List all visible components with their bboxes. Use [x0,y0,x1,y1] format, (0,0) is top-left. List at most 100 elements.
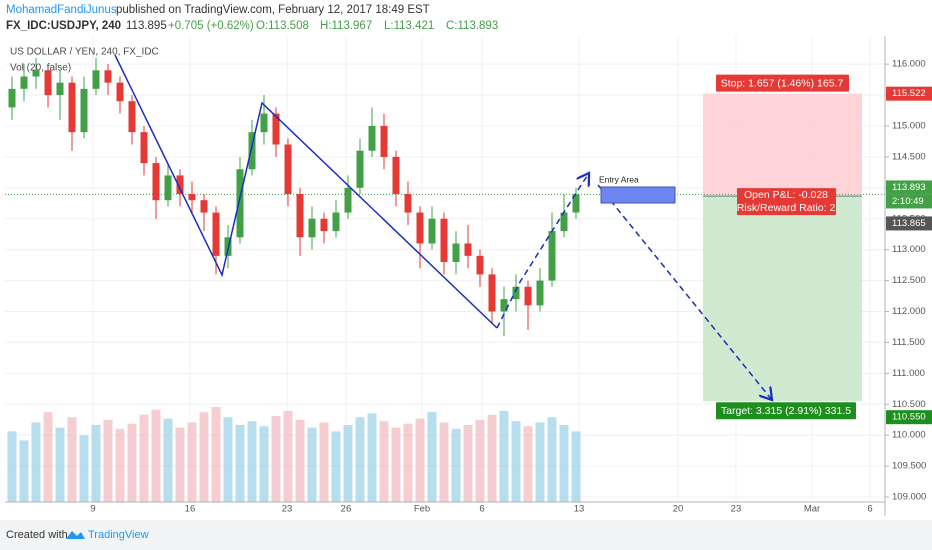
volume-bar [535,422,545,502]
entry-price-tag: 113.865 [892,218,926,229]
candle-body [80,88,88,133]
price-axis [885,36,932,516]
x-tick-label: 20 [673,504,684,515]
candle-body [152,163,160,201]
volume-bar [19,440,29,502]
volume-bar [271,415,281,502]
y-tick-label: 109.500 [892,461,926,472]
volume-bar [259,426,269,502]
candle-body [428,218,436,244]
volume-bar [139,414,149,502]
candle-body [404,194,412,213]
candle-body [572,194,580,213]
x-tick-label: 6 [867,504,872,515]
volume-bar [55,427,65,502]
candle-body [440,218,448,263]
volume-bar [511,421,521,502]
candle-body [212,212,220,256]
candle-body [188,194,196,201]
volume-bar [67,417,77,502]
last-price-tag: 113.893 [892,182,926,193]
volume-bar [475,419,485,502]
volume-bar [439,422,449,502]
x-tick-label: 9 [90,504,95,515]
low: L:113.421 [384,20,434,32]
candle-body [248,132,256,170]
volume-bar [343,424,353,502]
y-tick-label: 113.000 [892,244,926,255]
x-tick-label: 13 [574,504,585,515]
volume-bar [331,431,341,502]
legend-volume: Vol (20, false) [10,63,71,74]
position-tool [5,93,885,402]
candle-body [140,132,148,164]
y-tick-label: 111.000 [892,368,925,379]
entry-area-label: Entry Area [599,174,639,184]
volume-bar [559,424,569,502]
x-tick-label: 23 [282,504,293,515]
x-tick-label: 6 [479,504,484,515]
pnl-label: Open P&L: -0.028 [744,189,828,201]
target-zone [703,196,862,402]
volume-bar [187,422,197,502]
volume-bar [151,409,161,502]
candle-body [200,200,208,213]
volume-bar [379,421,389,502]
target-price-tag: 110.550 [892,412,926,423]
y-tick-label: 111.500 [892,337,925,348]
candle-body [272,113,280,145]
volume-bar [211,407,221,502]
volume-bar [31,422,41,502]
legend-symbol: US DOLLAR / YEN, 240, FX_IDC [10,47,159,58]
close: C:113.893 [446,20,498,32]
candle-body [176,175,184,194]
y-tick-label: 112.500 [892,275,926,286]
projection-arrow [496,173,589,329]
candle-body [488,274,496,312]
ratio-label: Risk/Reward Ratio: 2 [737,202,836,214]
volume-bar [487,414,497,502]
candle-body [32,70,40,77]
footer [0,520,932,550]
stop-label: Stop: 1.657 (1.46%) 165.7 [721,77,844,89]
volume-bar [235,424,245,502]
candle-body [44,70,52,96]
stop-price-tag-bg [886,86,932,101]
volume-bar [523,426,533,502]
candle-body [344,187,352,213]
volume-bar [367,413,377,502]
candle-body [512,286,520,300]
candle-body [308,218,316,238]
volume-bar [91,424,101,502]
volume-bar [571,431,581,502]
volume-bar [355,417,365,502]
volume-bar [199,412,209,502]
candle-body [236,169,244,238]
y-tick-label: 114.500 [892,151,926,162]
candle-body [260,113,268,133]
volume-bar [451,428,461,502]
volume-bar [43,412,53,502]
x-tick-label: 26 [341,504,352,515]
target-box [716,402,856,420]
volume [7,407,581,502]
published: published on TradingView.com, February 1… [116,4,430,16]
candle-body [284,144,292,194]
entry-price-tag-bg [886,216,932,231]
footer-brand: TradingView [88,529,149,541]
volume-bar [247,421,257,502]
footer-text: Created with [6,529,68,541]
volume-bar [295,419,305,502]
candle-body [476,255,484,275]
high: H:113.967 [320,20,372,32]
volume-bar [307,427,317,502]
stop-price-tag: 115.522 [892,88,926,99]
y-tick-label: 116.000 [892,59,926,70]
candle-body [92,70,100,89]
candle-body [320,218,328,232]
volume-bar [415,418,425,502]
change: +0.705 (+0.62%) [168,20,254,32]
volume-bar [403,423,413,502]
volume-bar [127,423,137,502]
